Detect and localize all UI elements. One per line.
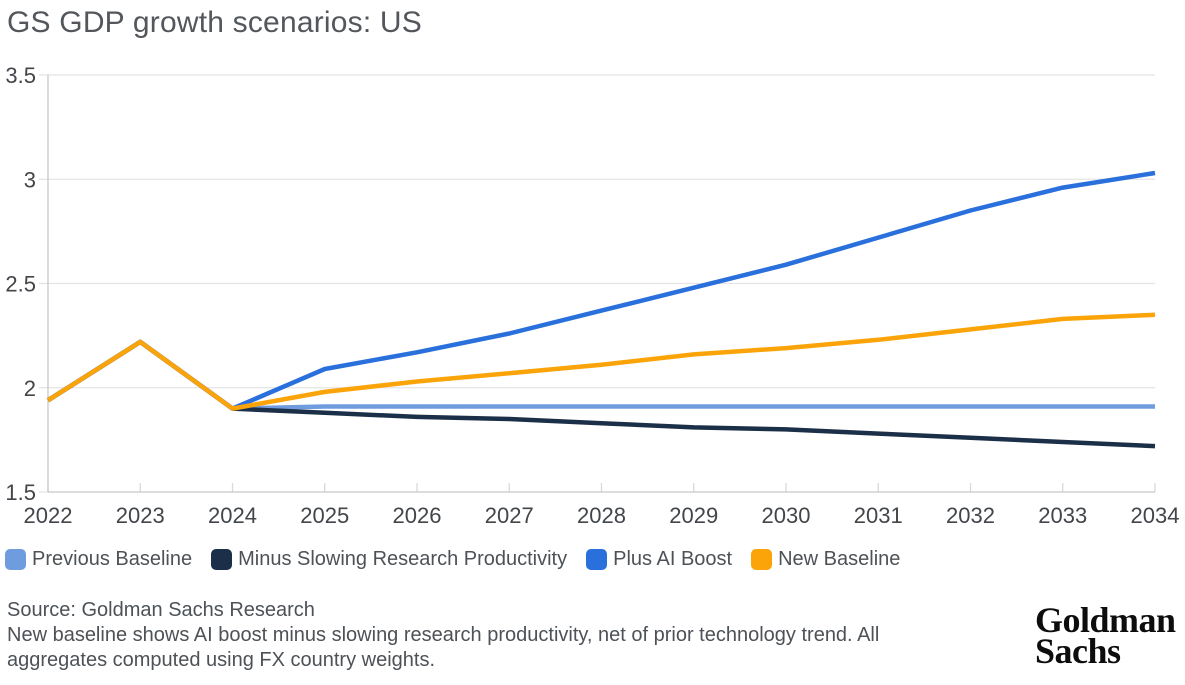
series-line-previous-baseline [46,339,1155,411]
x-tick-label: 2022 [24,503,73,528]
series-line-plus-ai-boost [46,170,1156,411]
legend-label: Plus AI Boost [613,548,733,570]
legend-swatch-icon [586,549,608,570]
legend: Previous Baseline Minus Slowing Research … [5,548,900,571]
logo-line-1: Goldman [1035,600,1176,640]
x-tick-label: 2033 [1038,503,1087,528]
legend-label: Previous Baseline [32,548,193,570]
legend-item-previous-baseline: Previous Baseline [5,548,192,571]
x-tick-label: 2030 [762,503,811,528]
y-tick-label: 1.5 [5,480,36,505]
x-tick-label: 2025 [300,503,349,528]
x-tick-label: 2029 [669,503,718,528]
line-chart: 1.5 2 2.5 3 3.5 2022 2023 2024 2025 2026 2027 2028 2… [5,63,1180,528]
legend-item-plus-ai-boost: Plus AI Boost [586,548,732,571]
legend-item-new-baseline: New Baseline [751,548,900,571]
x-tick-label: 2027 [485,503,534,528]
legend-label: Minus Slowing Research Productivity [238,548,568,570]
footnote-line-1: New baseline shows AI boost minus slowin… [7,624,880,646]
source-text: Source: Goldman Sachs Research [7,599,315,621]
series-line-new-baseline [46,312,1156,411]
footnote-line-2: aggregates computed using FX country wei… [7,649,436,671]
y-tick-label: 3 [24,167,36,192]
x-tick-label: 2031 [854,503,903,528]
x-tick-label: 2034 [1131,503,1180,528]
x-tick-label: 2032 [946,503,995,528]
goldman-sachs-logo: Goldman Sachs [1035,600,1176,671]
legend-item-minus-slowing-research-productivity: Minus Slowing Research Productivity [211,548,567,571]
logo-line-2: Sachs [1035,631,1121,671]
x-tick-label: 2028 [577,503,626,528]
chart-title: GS GDP growth scenarios: US [7,6,422,39]
x-tick-label: 2023 [116,503,165,528]
y-tick-label: 2.5 [5,272,36,297]
y-tick-label: 2 [24,376,36,401]
y-tick-label: 3.5 [5,63,36,88]
legend-label: New Baseline [778,548,901,570]
legend-swatch-icon [5,549,26,570]
x-tick-label: 2026 [393,503,442,528]
footer: Source: Goldman Sachs Research New basel… [7,598,879,673]
legend-swatch-icon [211,549,233,570]
x-tick-label: 2024 [208,503,257,528]
legend-swatch-icon [751,549,773,570]
